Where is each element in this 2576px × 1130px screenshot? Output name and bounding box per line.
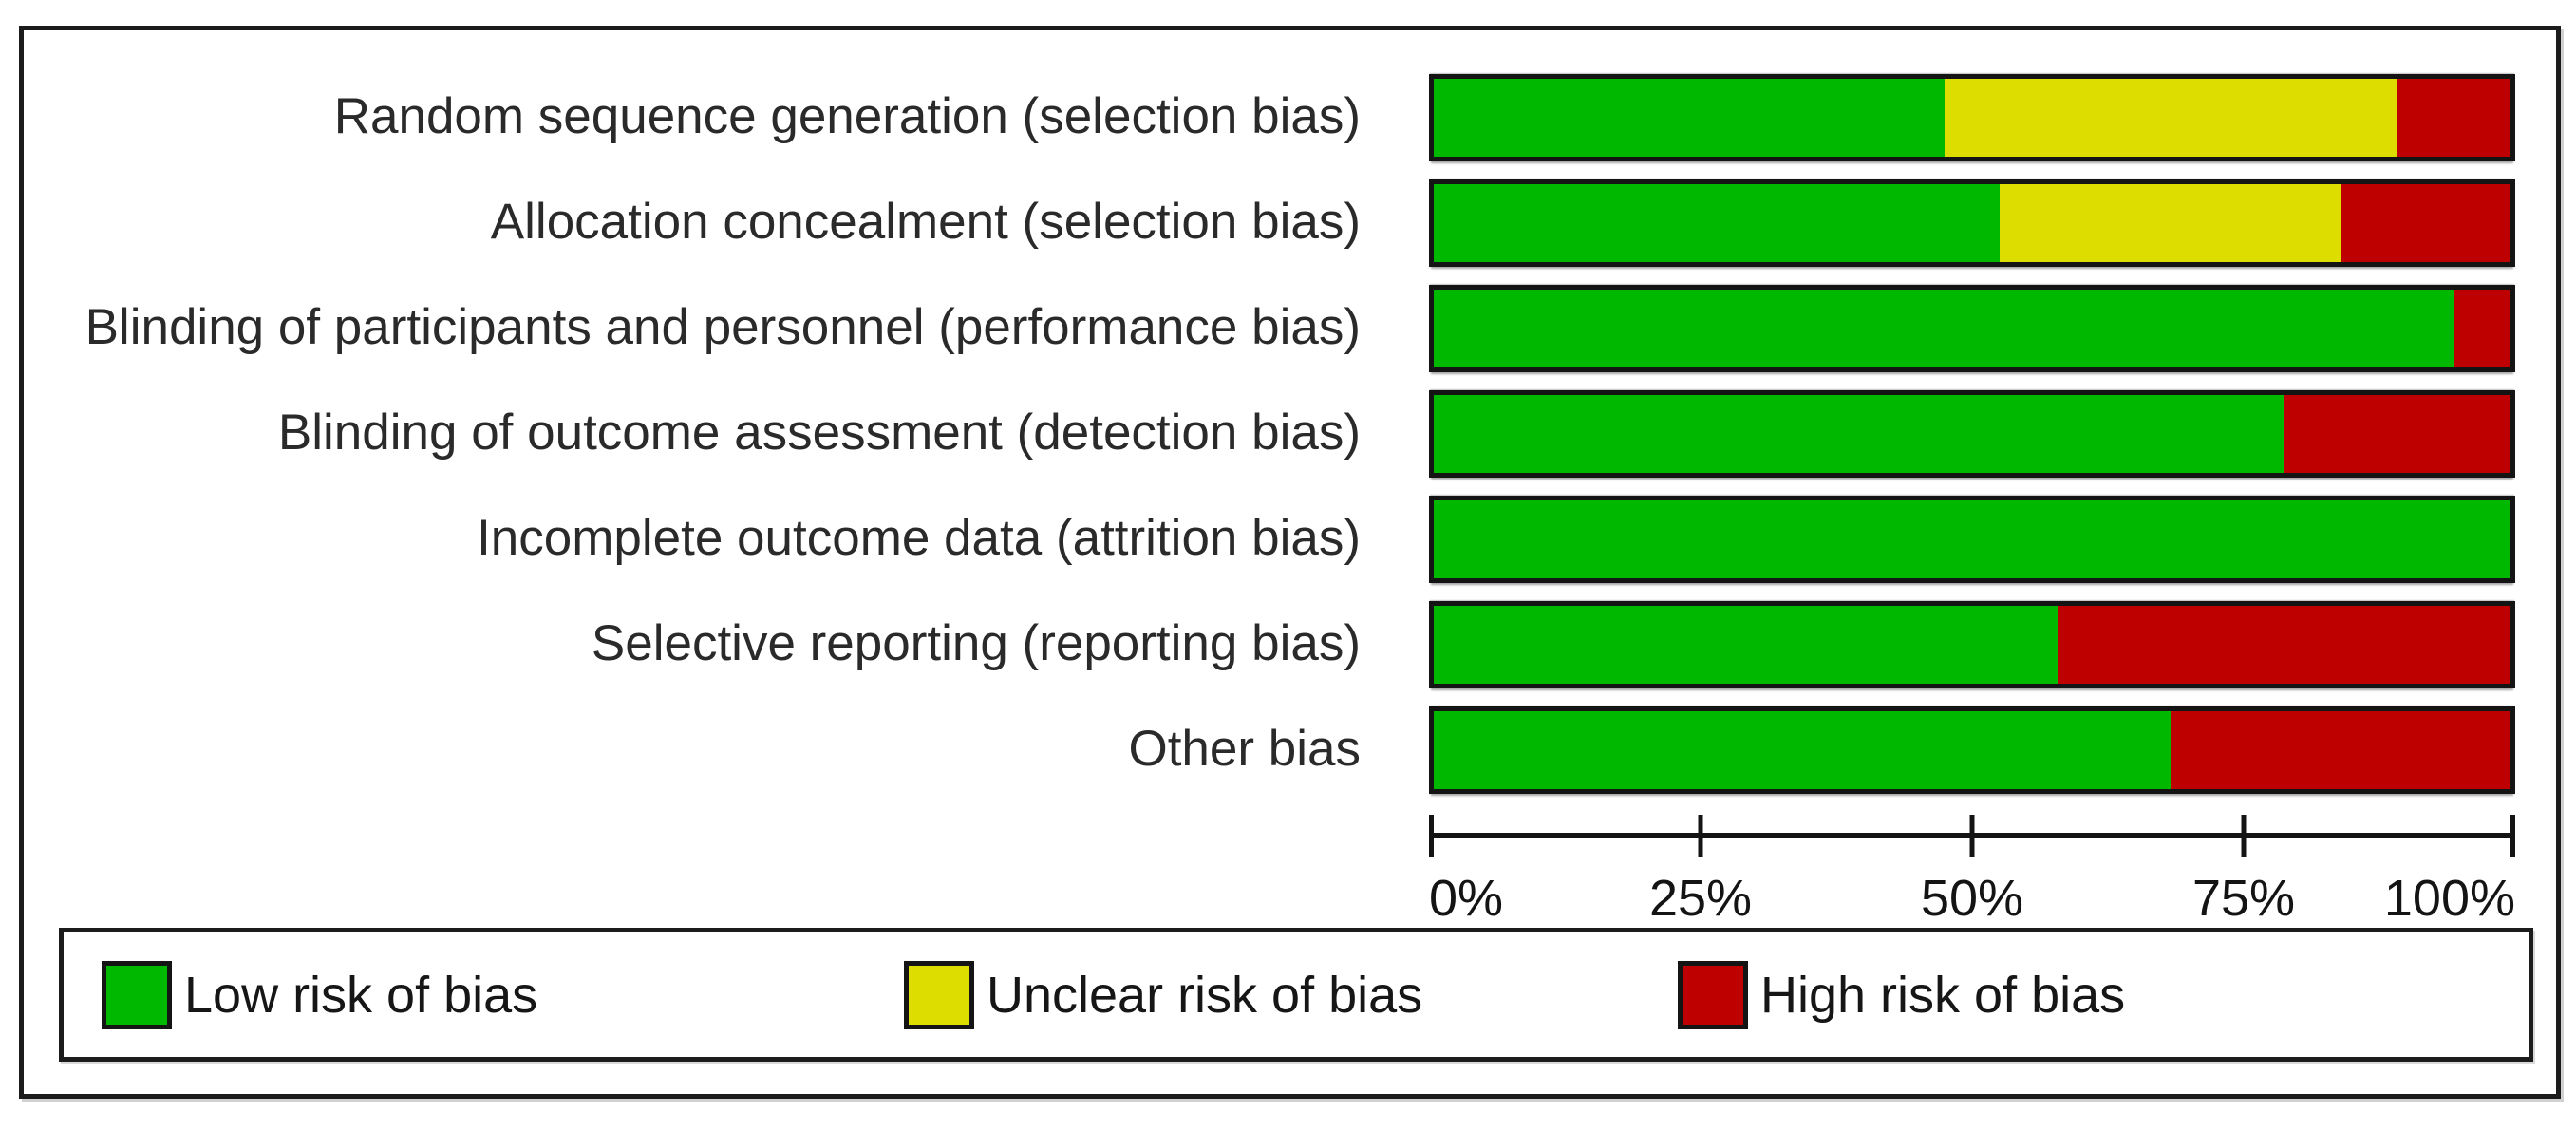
chart-row: Blinding of participants and personnel (… bbox=[43, 275, 2515, 381]
bar-segment-low bbox=[1434, 499, 2510, 578]
legend-label: Low risk of bias bbox=[184, 966, 538, 1024]
stacked-bar bbox=[1429, 600, 2515, 688]
category-label: Allocation concealment (selection bias) bbox=[490, 194, 1361, 251]
category-label: Selective reporting (reporting bias) bbox=[591, 615, 1361, 672]
x-axis-tick bbox=[1969, 815, 1975, 857]
legend-label: Unclear risk of bias bbox=[987, 966, 1423, 1024]
stacked-bar bbox=[1429, 179, 2515, 267]
x-axis-tick-label: 100% bbox=[2383, 870, 2515, 927]
x-axis-tick-label: 50% bbox=[1920, 870, 2024, 927]
bar-segment-high bbox=[2397, 78, 2510, 157]
legend-swatch bbox=[904, 960, 974, 1029]
category-label: Random sequence generation (selection bi… bbox=[333, 88, 1361, 145]
legend-item: Low risk of bias bbox=[102, 960, 538, 1029]
legend-box: Low risk of bias Unclear risk of bias High… bbox=[59, 928, 2533, 1062]
bar-segment-low bbox=[1434, 605, 2058, 684]
stacked-bar bbox=[1429, 706, 2515, 794]
legend-swatch bbox=[102, 960, 172, 1029]
chart-row: Incomplete outcome data (attrition bias) bbox=[43, 486, 2515, 592]
bar-segment-high bbox=[2453, 289, 2510, 367]
bar-segment-low bbox=[1434, 710, 2171, 789]
chart-row: Selective reporting (reporting bias) bbox=[43, 592, 2515, 697]
legend-item: High risk of bias bbox=[1678, 960, 2126, 1029]
bar-segment-high bbox=[2057, 605, 2510, 684]
stacked-bar bbox=[1429, 73, 2515, 161]
chart-rows: Random sequence generation (selection bi… bbox=[43, 65, 2515, 802]
legend-swatch bbox=[1678, 960, 1748, 1029]
bar-segment-low bbox=[1434, 289, 2454, 367]
bar-segment-unclear bbox=[1944, 78, 2397, 157]
bar-segment-low bbox=[1434, 183, 2001, 262]
chart-row: Blinding of outcome assessment (detectio… bbox=[43, 381, 2515, 486]
category-label: Incomplete outcome data (attrition bias) bbox=[477, 510, 1361, 567]
bar-segment-high bbox=[2340, 183, 2510, 262]
chart-row: Random sequence generation (selection bi… bbox=[43, 65, 2515, 170]
bar-segment-low bbox=[1434, 78, 1945, 157]
chart-row: Other bias bbox=[43, 697, 2515, 802]
x-axis-tick bbox=[2241, 815, 2247, 857]
x-axis-tick-label: 75% bbox=[2191, 870, 2296, 927]
category-label: Blinding of participants and personnel (… bbox=[85, 299, 1361, 356]
bar-segment-low bbox=[1434, 394, 2284, 473]
stacked-bar bbox=[1429, 495, 2515, 583]
category-label: Other bias bbox=[1128, 721, 1361, 778]
x-axis-tick bbox=[1698, 815, 1703, 857]
legend-item: Unclear risk of bias bbox=[904, 960, 1423, 1029]
bar-segment-high bbox=[2170, 710, 2510, 789]
stacked-bar bbox=[1429, 284, 2515, 372]
legend-label: High risk of bias bbox=[1760, 966, 2126, 1024]
category-label: Blinding of outcome assessment (detectio… bbox=[277, 405, 1361, 461]
x-axis-tick-label: 25% bbox=[1648, 870, 1753, 927]
x-axis: 0% 25% 50% 75% 100% bbox=[1429, 815, 2515, 927]
stacked-bar bbox=[1429, 389, 2515, 478]
bar-segment-unclear bbox=[2000, 183, 2341, 262]
bar-segment-high bbox=[2283, 394, 2510, 473]
x-axis-tick bbox=[1429, 815, 1434, 857]
x-axis-tick bbox=[2510, 815, 2515, 857]
chart-row: Allocation concealment (selection bias) bbox=[43, 170, 2515, 275]
x-axis-tick-label: 0% bbox=[1429, 870, 1504, 927]
